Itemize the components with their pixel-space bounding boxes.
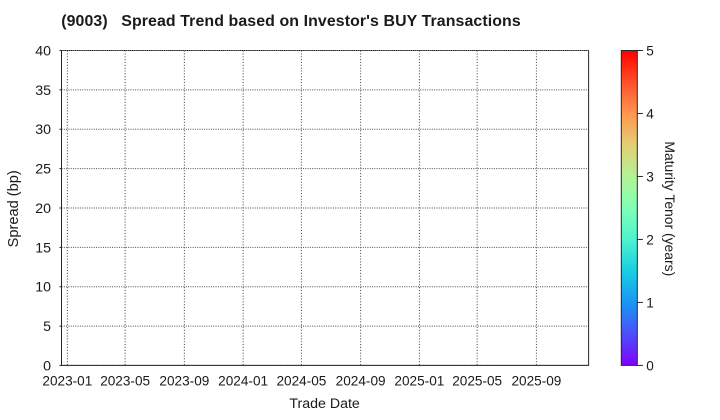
svg-text:0: 0 <box>43 358 51 374</box>
svg-text:20: 20 <box>35 201 51 217</box>
svg-text:35: 35 <box>35 83 51 99</box>
svg-text:4: 4 <box>646 106 654 121</box>
svg-text:10: 10 <box>35 280 51 296</box>
svg-text:(9003) Spread Trend based on: (9003) Spread Trend based on Investor's … <box>61 13 521 30</box>
svg-text:0: 0 <box>646 358 654 373</box>
svg-text:Trade Date: Trade Date <box>289 396 360 412</box>
svg-text:30: 30 <box>35 122 51 138</box>
svg-text:2025-01: 2025-01 <box>394 373 444 388</box>
svg-text:2023-09: 2023-09 <box>159 373 209 388</box>
svg-text:25: 25 <box>35 162 51 178</box>
svg-text:1: 1 <box>646 295 654 310</box>
svg-text:Maturity Tenor (years): Maturity Tenor (years) <box>662 141 678 276</box>
svg-text:2024-01: 2024-01 <box>218 373 268 388</box>
svg-text:2024-09: 2024-09 <box>336 373 386 388</box>
svg-text:2023-01: 2023-01 <box>42 373 92 388</box>
svg-text:5: 5 <box>43 319 51 335</box>
svg-text:2023-05: 2023-05 <box>100 373 150 388</box>
svg-text:2024-05: 2024-05 <box>276 373 326 388</box>
svg-text:40: 40 <box>35 43 51 59</box>
svg-text:5: 5 <box>646 43 654 58</box>
svg-text:2: 2 <box>646 232 654 247</box>
svg-text:15: 15 <box>35 240 51 256</box>
svg-text:2025-09: 2025-09 <box>511 373 561 388</box>
svg-text:3: 3 <box>646 169 654 184</box>
svg-text:2025-05: 2025-05 <box>452 373 502 388</box>
svg-text:Spread (bp): Spread (bp) <box>6 170 22 247</box>
